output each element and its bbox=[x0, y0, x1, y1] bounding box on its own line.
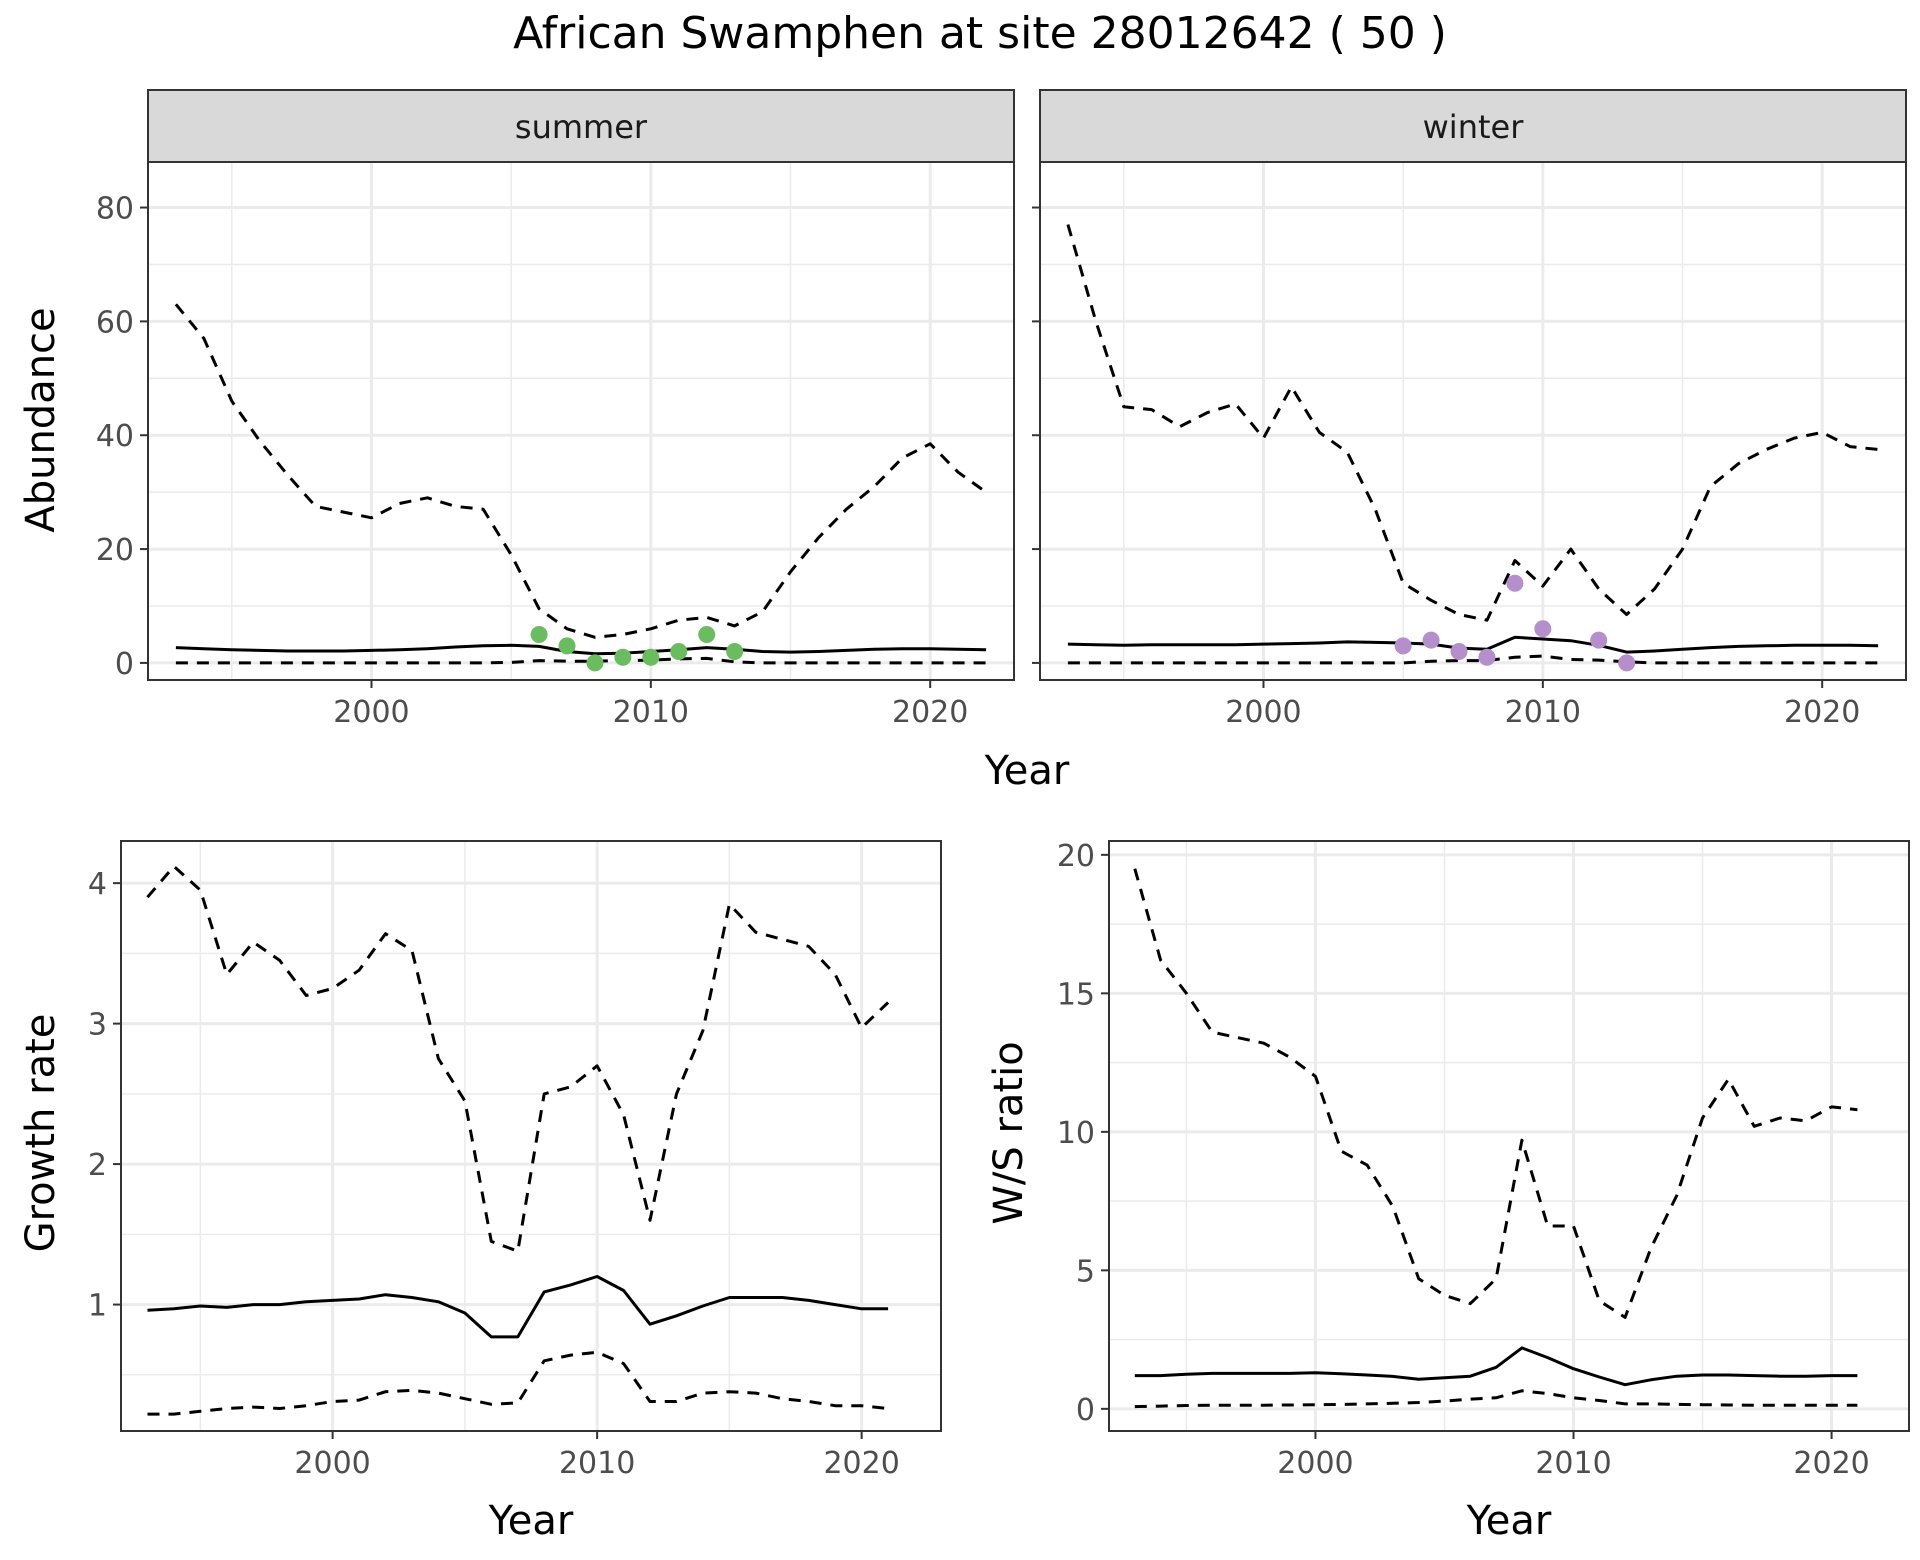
growth-x-tick-label: 2010 bbox=[559, 1446, 635, 1481]
growth-panel-border bbox=[120, 840, 942, 1432]
ws-ratio-y-tick-label: 0 bbox=[1076, 1393, 1095, 1428]
strip-winter-bg bbox=[1039, 89, 1907, 163]
ws-ratio-y-tick-label: 5 bbox=[1076, 1254, 1095, 1289]
winter-panel-border bbox=[1039, 161, 1907, 681]
summer-x-tick-label: 2010 bbox=[613, 695, 689, 730]
winter-observed-point bbox=[1534, 620, 1552, 638]
winter-observed-point bbox=[1590, 631, 1608, 649]
winter-observed-point bbox=[1506, 574, 1524, 592]
summer-y-tick-label: 20 bbox=[96, 533, 134, 568]
winter-observed-point bbox=[1478, 648, 1496, 666]
winter-estimate-line bbox=[1067, 635, 1879, 654]
growth-y-tick-label: 2 bbox=[88, 1148, 107, 1183]
ws-ratio-upper-bound-line bbox=[1133, 868, 1858, 1319]
growth-x-tick-label: 2000 bbox=[294, 1446, 370, 1481]
growth-y-tick-label: 4 bbox=[88, 867, 107, 902]
winter-observed-point bbox=[1450, 643, 1468, 661]
growth-xlabel: Year bbox=[488, 1498, 574, 1544]
growth-upper-bound-line bbox=[146, 864, 890, 1253]
ws-ratio-y-tick-label: 10 bbox=[1057, 1116, 1095, 1151]
summer-observed-point bbox=[642, 648, 660, 666]
summer-observed-point bbox=[530, 625, 548, 643]
winter-x-tick-label: 2000 bbox=[1225, 695, 1301, 730]
winter-observed-point bbox=[1422, 631, 1440, 649]
summer-lower-bound-line bbox=[175, 656, 987, 665]
abundance-ylabel: Abundance bbox=[18, 307, 64, 532]
winter-observed-point bbox=[1394, 637, 1412, 655]
ws-ratio-x-tick-label: 2010 bbox=[1535, 1446, 1611, 1481]
summer-observed-point bbox=[670, 643, 688, 661]
summer-panel: 2000 2010 2020 0 20 40 60 80 bbox=[96, 161, 1015, 730]
strip-summer-bg bbox=[147, 89, 1015, 163]
winter-x-tick-label: 2010 bbox=[1505, 695, 1581, 730]
strip-label-winter: winter bbox=[1423, 108, 1525, 146]
summer-estimate-line bbox=[175, 643, 987, 656]
ws-ratio-ylabel: W/S ratio bbox=[986, 1041, 1032, 1224]
summer-x-tick-label: 2020 bbox=[892, 695, 968, 730]
ws-ratio-x-tick-label: 2000 bbox=[1277, 1446, 1353, 1481]
growth-ylabel: Growth rate bbox=[18, 1014, 64, 1253]
growth-y-tick-label: 1 bbox=[88, 1289, 107, 1324]
ws-ratio-panel-border bbox=[1108, 840, 1910, 1432]
strip-label-summer: summer bbox=[515, 108, 648, 146]
ws-ratio-lower-bound-line bbox=[1134, 1389, 1858, 1409]
winter-upper-bound-line bbox=[1066, 224, 1879, 622]
ws-ratio-estimate-line bbox=[1134, 1346, 1858, 1387]
ws-ratio-y-tick-label: 20 bbox=[1057, 839, 1095, 874]
winter-observed-point bbox=[1618, 654, 1636, 672]
winter-x-tick-label: 2020 bbox=[1784, 695, 1860, 730]
winter-lower-bound-line bbox=[1067, 654, 1879, 665]
ws-ratio-y-tick-label: 15 bbox=[1057, 977, 1095, 1012]
ws-ratio-x-tick-label: 2020 bbox=[1793, 1446, 1869, 1481]
summer-x-tick-label: 2000 bbox=[333, 695, 409, 730]
growth-lower-bound-line bbox=[147, 1350, 889, 1416]
growth-estimate-line bbox=[147, 1275, 889, 1339]
summer-observed-point bbox=[586, 654, 604, 672]
growth-panel: 2000 2010 2020 1 2 3 4 bbox=[88, 840, 942, 1481]
abundance-xlabel: Year bbox=[984, 748, 1070, 794]
summer-y-tick-label: 40 bbox=[96, 419, 134, 454]
summer-y-tick-label: 60 bbox=[96, 305, 134, 340]
summer-observed-point bbox=[726, 643, 744, 661]
growth-y-tick-label: 3 bbox=[88, 1008, 107, 1043]
summer-y-tick-label: 0 bbox=[115, 647, 134, 682]
summer-observed-point bbox=[698, 625, 716, 643]
summer-y-tick-label: 80 bbox=[96, 192, 134, 227]
summer-upper-bound-line bbox=[174, 303, 987, 639]
growth-x-tick-label: 2020 bbox=[823, 1446, 899, 1481]
summer-panel-border bbox=[147, 161, 1015, 681]
summer-observed-point bbox=[614, 648, 632, 666]
figure-title: African Swamphen at site 28012642 ( 50 ) bbox=[513, 8, 1447, 59]
ws-ratio-panel: 2000 2010 2020 0 5 10 15 20 bbox=[1057, 839, 1910, 1481]
summer-observed-point bbox=[558, 637, 576, 655]
ws-ratio-xlabel: Year bbox=[1466, 1498, 1552, 1544]
winter-panel: 2000 2010 2020 bbox=[1032, 161, 1907, 730]
